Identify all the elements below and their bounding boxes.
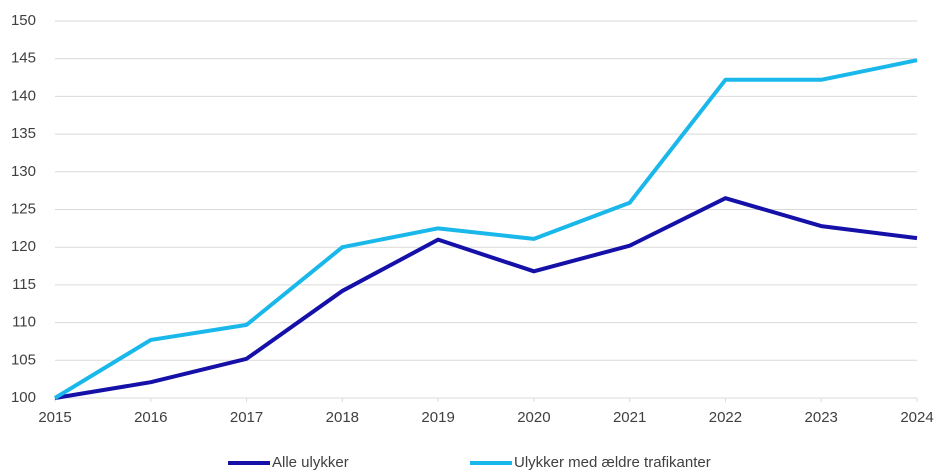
y-tick-label: 125 xyxy=(11,200,36,217)
x-tick-label: 2023 xyxy=(805,409,838,426)
x-tick-label: 2020 xyxy=(517,409,550,426)
legend-label: Ulykker med ældre trafikanter xyxy=(514,454,711,471)
x-tick-label: 2017 xyxy=(230,409,263,426)
x-tick-label: 2024 xyxy=(900,409,933,426)
x-tick-label: 2021 xyxy=(613,409,646,426)
y-tick-label: 145 xyxy=(11,50,36,67)
x-tick-label: 2022 xyxy=(709,409,742,426)
y-tick-label: 110 xyxy=(12,314,36,331)
y-tick-label: 130 xyxy=(11,163,36,180)
x-tick-label: 2015 xyxy=(38,409,71,426)
y-tick-label: 150 xyxy=(11,12,36,29)
y-tick-label: 100 xyxy=(11,389,36,406)
x-tick-label: 2019 xyxy=(421,409,454,426)
legend-label: Alle ulykker xyxy=(272,454,349,471)
line-series xyxy=(53,58,918,400)
y-tick-label: 120 xyxy=(11,238,36,255)
y-tick-label: 115 xyxy=(12,276,36,293)
y-tick-label: 135 xyxy=(11,125,36,142)
x-tick-label: 2018 xyxy=(326,409,359,426)
x-tick-label: 2016 xyxy=(134,409,167,426)
y-tick-label: 140 xyxy=(11,87,36,104)
y-tick-label: 105 xyxy=(11,351,36,368)
line-series xyxy=(54,196,918,400)
